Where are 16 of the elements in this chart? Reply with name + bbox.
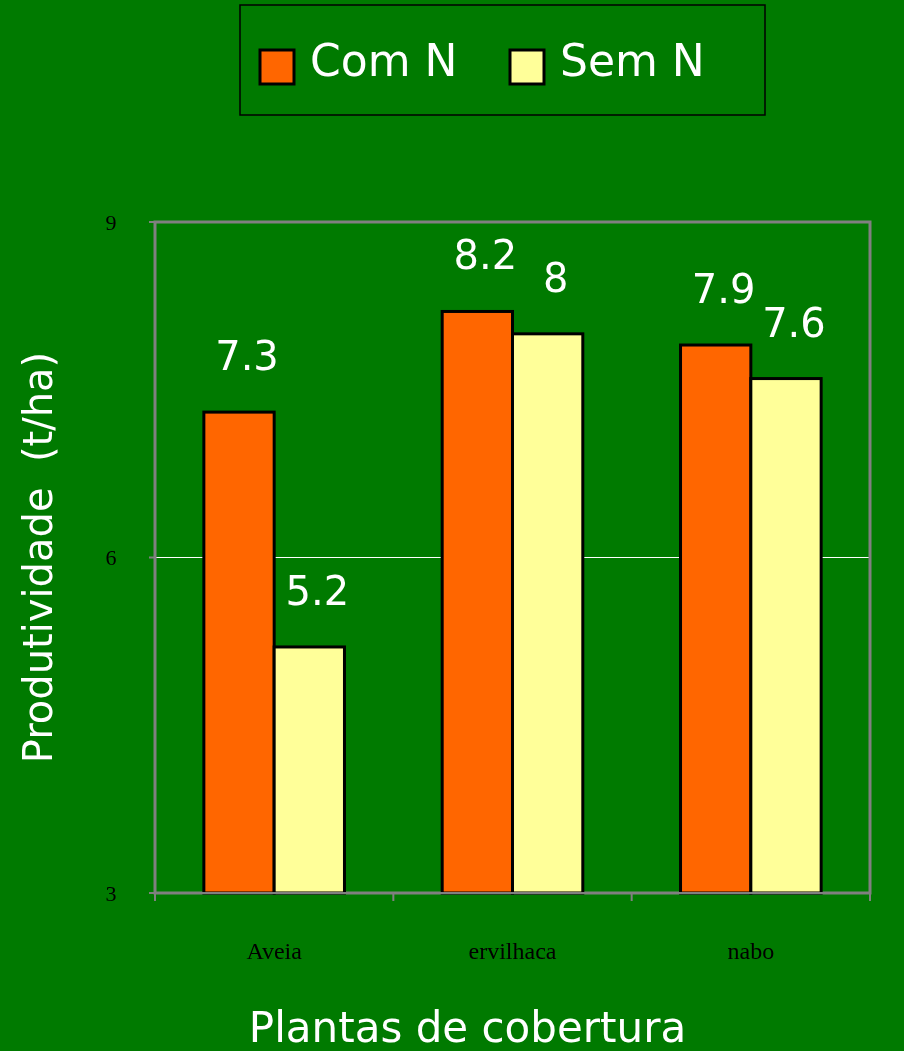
data-label: 7.3 <box>215 333 279 380</box>
x-axis-title: Plantas de cobertura <box>248 1003 687 1051</box>
x-tick-label: ervilhaca <box>468 938 557 964</box>
data-label: 8.2 <box>453 232 518 279</box>
data-label: 7.9 <box>691 266 756 313</box>
x-tick-label: nabo <box>727 938 775 964</box>
data-label: 8 <box>542 254 569 301</box>
data-label: 7.6 <box>762 299 826 346</box>
y-axis-title: Produtividade (t/ha) <box>15 351 61 764</box>
x-tick-label: Aveia <box>246 938 303 964</box>
legend-label: Sem N <box>560 35 705 86</box>
y-tick-label: 3 <box>105 880 117 906</box>
y-tick-label: 9 <box>105 209 117 235</box>
legend-label: Com N <box>310 35 458 86</box>
data-label: 5.2 <box>285 567 350 614</box>
y-tick-label: 6 <box>105 545 117 571</box>
